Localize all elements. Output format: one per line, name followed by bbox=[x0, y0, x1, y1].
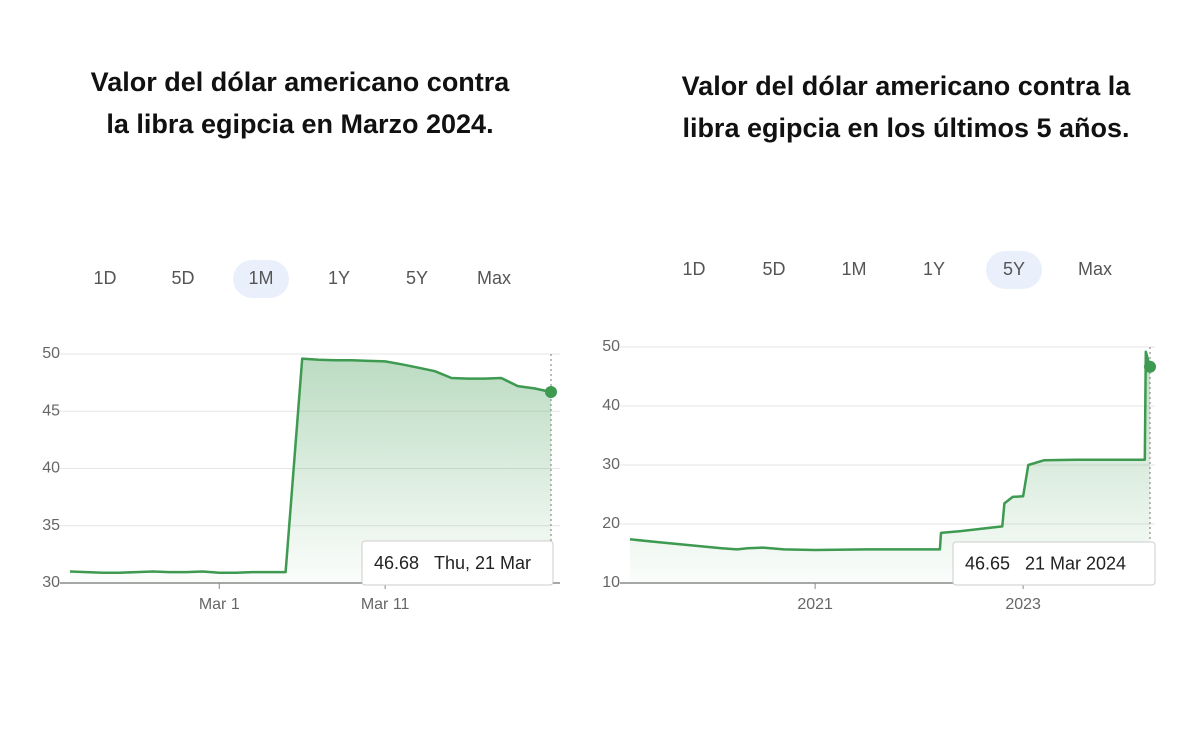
tooltip-date: Thu, 21 Mar bbox=[434, 553, 531, 573]
tooltip-box bbox=[952, 541, 1156, 586]
range-selected-bg bbox=[986, 251, 1042, 289]
tooltip-value: 46.65 bbox=[965, 553, 1010, 573]
y-tick-label: 40 bbox=[602, 397, 620, 414]
range-button[interactable]: 5Y bbox=[1003, 259, 1025, 279]
y-tick-label: 10 bbox=[602, 574, 620, 591]
end-dot bbox=[1144, 360, 1156, 373]
y-tick-label: 20 bbox=[602, 515, 620, 532]
range-button[interactable]: 5D bbox=[171, 268, 194, 288]
y-tick-label: 50 bbox=[42, 345, 60, 362]
end-dot bbox=[545, 386, 557, 399]
area-fill bbox=[630, 351, 1150, 583]
chart-title: Valor del dólar americano contra la bbox=[682, 71, 1132, 101]
range-button[interactable]: Max bbox=[1078, 259, 1112, 279]
price-line bbox=[69, 357, 552, 574]
range-button[interactable]: 1M bbox=[841, 259, 866, 279]
y-tick-label: 50 bbox=[602, 338, 620, 355]
y-tick-label: 30 bbox=[602, 456, 620, 473]
y-tick-label: 35 bbox=[42, 517, 60, 534]
y-tick-label: 30 bbox=[42, 574, 60, 591]
x-tick-label: 2021 bbox=[797, 596, 833, 613]
x-tick-label: Mar 1 bbox=[199, 596, 240, 613]
chart-title: Valor del dólar americano contra bbox=[91, 67, 511, 97]
y-tick-label: 45 bbox=[42, 402, 60, 419]
range-button[interactable]: Max bbox=[477, 268, 511, 288]
area-fill bbox=[70, 358, 551, 583]
x-tick-label: Mar 11 bbox=[361, 596, 410, 613]
chart-title: libra egipcia en los últimos 5 años. bbox=[682, 113, 1129, 143]
range-button[interactable]: 1D bbox=[93, 268, 116, 288]
tooltip-box bbox=[361, 540, 554, 586]
price-line bbox=[629, 350, 1152, 552]
tooltip-date: 21 Mar 2024 bbox=[1025, 553, 1126, 573]
range-button[interactable]: 5Y bbox=[406, 268, 428, 288]
range-button[interactable]: 1Y bbox=[923, 259, 945, 279]
range-button[interactable]: 1M bbox=[248, 268, 273, 288]
chart-title: la libra egipcia en Marzo 2024. bbox=[106, 109, 493, 139]
y-tick-label: 40 bbox=[42, 460, 60, 477]
tooltip-value: 46.68 bbox=[374, 553, 419, 573]
range-selected-bg bbox=[233, 260, 289, 298]
range-button[interactable]: 1Y bbox=[328, 268, 350, 288]
x-tick-label: 2023 bbox=[1005, 596, 1041, 613]
range-button[interactable]: 1D bbox=[682, 259, 705, 279]
range-button[interactable]: 5D bbox=[762, 259, 785, 279]
